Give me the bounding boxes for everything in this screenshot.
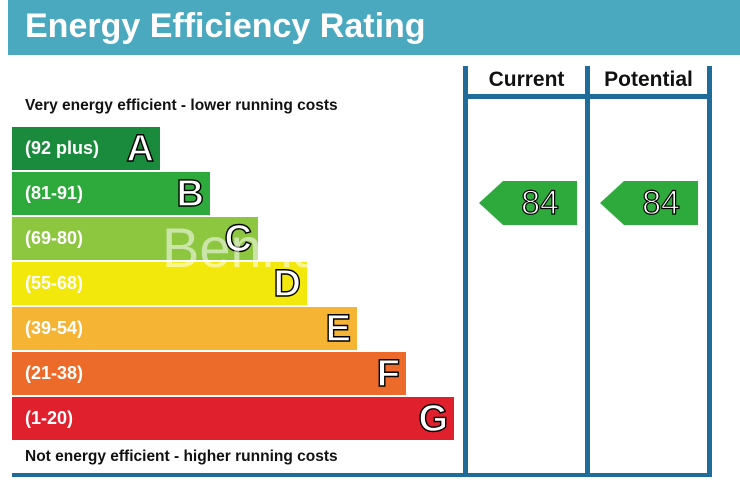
band-letter: B [176, 172, 205, 215]
page-title: Energy Efficiency Rating [25, 7, 426, 45]
current-arrow-shape [479, 181, 577, 225]
band-letter: E [325, 307, 352, 350]
title-bar [8, 0, 740, 55]
current-rating-arrow: 84 [479, 181, 577, 225]
rating-band-a: (92 plus) A [12, 127, 160, 171]
rating-band-g: (1-20) G [12, 397, 454, 441]
rating-band-c: (69-80) C [12, 217, 258, 261]
caption-top: Very energy efficient - lower running co… [25, 97, 338, 114]
band-range-label: (69-80) [25, 228, 84, 248]
column-divider-right [707, 66, 712, 476]
rating-band-b: (81-91) B [12, 172, 210, 216]
header-divider [465, 94, 712, 99]
rating-band-d: (55-68) D [12, 262, 307, 306]
rating-band-f: (21-38) F [12, 352, 406, 396]
caption-bottom: Not energy efficient - higher running co… [25, 448, 338, 465]
band-letter: A [126, 127, 155, 170]
band-range-label: (21-38) [25, 363, 84, 383]
current-rating-value: 84 [520, 183, 559, 222]
band-letter: D [273, 262, 302, 305]
column-divider-left [463, 66, 468, 476]
potential-arrow-shape [600, 181, 698, 225]
band-range-label: (39-54) [25, 318, 84, 338]
potential-rating-value: 84 [641, 183, 680, 222]
band-letter: C [224, 217, 253, 260]
bottom-border [12, 473, 712, 477]
band-range-label: (55-68) [25, 273, 84, 293]
band-letter: F [376, 352, 401, 395]
band-range-label: (81-91) [25, 183, 84, 203]
current-column-header: Current [488, 68, 565, 91]
potential-column-header: Potential [604, 68, 693, 91]
potential-rating-arrow: 84 [600, 181, 698, 225]
column-divider-middle [585, 66, 590, 476]
band-letter: G [418, 397, 449, 440]
rating-band-e: (39-54) E [12, 307, 357, 351]
band-range-label: (92 plus) [25, 138, 100, 158]
band-range-label: (1-20) [25, 408, 74, 428]
